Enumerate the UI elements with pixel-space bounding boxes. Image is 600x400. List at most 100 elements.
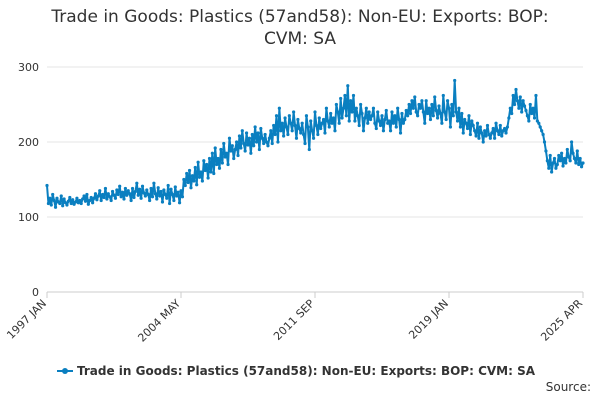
data-point	[229, 149, 233, 153]
data-point	[149, 186, 153, 191]
data-point	[79, 201, 83, 206]
data-point	[414, 110, 418, 114]
data-point	[321, 117, 326, 122]
data-point	[166, 183, 170, 188]
data-point	[101, 192, 105, 197]
data-point	[49, 203, 53, 207]
data-point	[103, 186, 108, 191]
data-point	[310, 129, 314, 133]
data-point	[289, 121, 293, 125]
data-point	[176, 190, 180, 194]
data-point	[263, 132, 267, 137]
data-point	[396, 106, 400, 110]
data-point	[226, 162, 230, 167]
data-point	[294, 136, 299, 140]
x-tick-label: 2011 SEP	[271, 297, 317, 343]
data-point	[468, 132, 472, 137]
data-point	[458, 125, 462, 129]
data-point	[511, 93, 515, 98]
data-point	[427, 106, 431, 110]
data-point	[309, 119, 313, 123]
data-point	[143, 194, 147, 198]
data-point	[444, 117, 448, 122]
data-point	[522, 104, 527, 108]
data-point	[190, 174, 194, 178]
data-point	[388, 129, 393, 133]
data-point	[530, 111, 534, 116]
data-point	[197, 175, 202, 179]
data-point	[505, 125, 510, 129]
data-point	[445, 99, 450, 103]
data-point	[259, 126, 263, 131]
data-point	[532, 116, 537, 120]
data-point	[326, 119, 330, 123]
data-point	[220, 161, 224, 165]
data-point	[297, 126, 301, 131]
data-point	[540, 129, 544, 133]
data-point	[343, 93, 347, 98]
data-point	[564, 161, 568, 165]
data-point	[307, 147, 311, 152]
data-point	[485, 123, 490, 128]
data-point	[133, 189, 137, 194]
data-point	[237, 134, 242, 138]
data-point	[356, 114, 360, 118]
data-point	[129, 198, 133, 203]
data-point	[568, 159, 572, 163]
data-point	[52, 198, 56, 203]
data-point	[441, 93, 445, 98]
data-point	[212, 171, 216, 176]
data-point	[537, 121, 541, 125]
data-point	[177, 201, 182, 205]
data-point	[538, 125, 542, 129]
data-point	[323, 131, 327, 135]
data-point	[521, 99, 525, 103]
data-point	[508, 106, 512, 110]
data-point	[173, 185, 177, 189]
data-point	[512, 102, 517, 107]
data-point	[187, 168, 192, 173]
data-point	[408, 111, 413, 116]
data-point	[484, 134, 488, 138]
data-point	[454, 110, 458, 114]
data-point	[105, 197, 109, 201]
data-point	[390, 110, 394, 114]
data-point	[500, 134, 504, 138]
data-point	[327, 125, 331, 129]
source-label[interactable]: Source:	[545, 380, 591, 394]
data-point	[474, 134, 478, 138]
data-point	[531, 106, 535, 110]
data-point	[510, 111, 514, 116]
data-point	[562, 156, 567, 161]
data-point	[205, 162, 209, 167]
data-point	[158, 194, 162, 198]
data-point	[507, 116, 511, 120]
data-point	[82, 194, 86, 198]
data-point	[317, 116, 321, 120]
data-point	[242, 141, 246, 146]
data-point	[199, 170, 203, 174]
data-point	[156, 186, 160, 190]
data-point	[383, 117, 387, 122]
data-point	[401, 121, 405, 125]
data-point	[561, 164, 565, 168]
data-point	[400, 111, 404, 116]
data-point	[217, 166, 222, 170]
data-point	[514, 87, 518, 92]
data-point	[73, 200, 78, 204]
data-point	[477, 136, 481, 140]
data-point	[431, 114, 435, 118]
data-point	[225, 151, 229, 155]
data-point	[524, 108, 528, 113]
data-point	[437, 104, 441, 108]
data-point	[320, 121, 324, 125]
data-point	[491, 126, 495, 131]
data-point	[290, 129, 294, 133]
data-point	[398, 131, 403, 135]
data-point	[448, 125, 453, 129]
data-point	[175, 194, 179, 198]
data-point	[163, 192, 167, 197]
data-point	[125, 193, 129, 197]
data-point	[85, 192, 89, 197]
data-point	[207, 156, 212, 161]
